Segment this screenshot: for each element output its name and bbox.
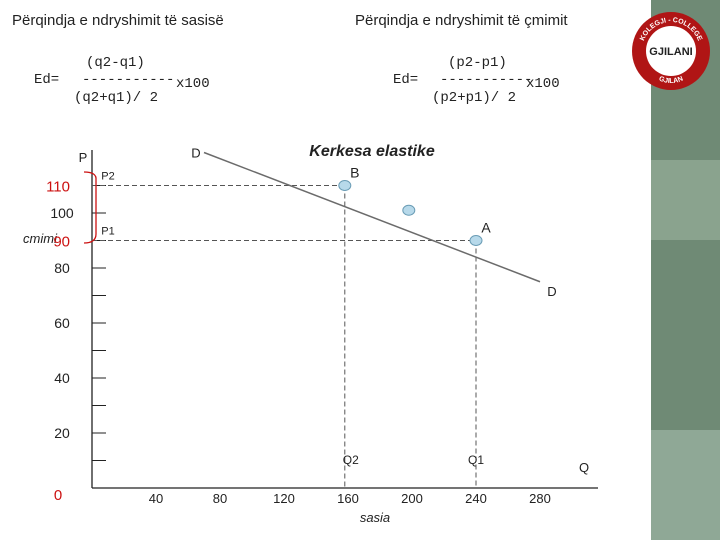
x-tick-label-80: 80 bbox=[213, 491, 227, 506]
side-strip-band-bottom bbox=[651, 430, 720, 540]
data-point-mid bbox=[402, 204, 416, 216]
formula-quantity-denominator: (q2+q1)/ 2 bbox=[74, 90, 159, 106]
x-tick-label-240: 240 bbox=[465, 491, 487, 506]
formula-price-multiplier: x100 bbox=[526, 76, 560, 92]
x-tick-label-40: 40 bbox=[149, 491, 163, 506]
y-tick-label-20: 20 bbox=[54, 425, 70, 441]
quantity-label-q1: Q1 bbox=[468, 453, 484, 467]
formula-price-numerator: (p2-p1) bbox=[448, 55, 507, 71]
heading-price-change: Përqindja e ndryshimit të çmimit bbox=[355, 12, 568, 29]
red-annotation-90: 90 bbox=[53, 234, 70, 251]
demand-curve-label-end: D bbox=[547, 284, 556, 299]
x-tick-label-120: 120 bbox=[273, 491, 295, 506]
data-point-label-b: B bbox=[350, 165, 359, 181]
formula-price-denominator: (p2+p1)/ 2 bbox=[432, 90, 517, 106]
x-tick-label-200: 200 bbox=[401, 491, 423, 506]
side-strip-band-lower bbox=[651, 240, 720, 430]
formula-price-prefix: Ed= bbox=[393, 72, 419, 88]
chart-title: Kerkesa elastike bbox=[309, 143, 435, 160]
y-tick-label-100: 100 bbox=[50, 205, 74, 221]
college-logo-icon: KOLEGJI - COLLEGE GJILAN GJILANI bbox=[632, 12, 710, 90]
svg-text:GJILANI: GJILANI bbox=[649, 46, 692, 58]
y-axis-label: P bbox=[79, 150, 88, 165]
heading-quantity-change: Përqindja e ndryshimit të sasisë bbox=[12, 12, 224, 29]
demand-curve-label-start: D bbox=[191, 146, 200, 161]
formula-quantity-prefix: Ed= bbox=[34, 72, 60, 88]
red-bracket-mark bbox=[83, 171, 97, 244]
svg-text:GJILAN: GJILAN bbox=[658, 75, 684, 85]
quantity-label-q2: Q2 bbox=[343, 453, 359, 467]
demand-curve-line bbox=[203, 151, 541, 283]
red-annotation-origin: 0 bbox=[54, 487, 62, 504]
y-tick-label-40: 40 bbox=[54, 370, 70, 386]
data-point-b bbox=[338, 180, 352, 191]
side-strip-band bbox=[651, 160, 720, 240]
formula-quantity-numerator: (q2-q1) bbox=[86, 55, 145, 71]
x-axis-end-label: Q bbox=[579, 460, 589, 475]
x-axis-label: sasia bbox=[360, 510, 390, 525]
formula-quantity-multiplier: x100 bbox=[176, 76, 210, 92]
y-tick-label-60: 60 bbox=[54, 315, 70, 331]
red-annotation-110: 110 bbox=[46, 179, 70, 196]
formula-price-bar: ----------- bbox=[440, 72, 533, 88]
formula-quantity-bar: ----------- bbox=[82, 72, 175, 88]
data-point-a bbox=[469, 235, 483, 246]
y-axis-extra-label: cmimi bbox=[23, 231, 58, 246]
y-tick-label-80: 80 bbox=[54, 260, 70, 276]
x-tick-label-280: 280 bbox=[529, 491, 551, 506]
data-point-label-a: A bbox=[481, 220, 491, 236]
price-label-p2: P2 bbox=[101, 171, 114, 183]
price-label-p1: P1 bbox=[101, 226, 114, 238]
x-tick-label-160: 160 bbox=[337, 491, 359, 506]
side-decoration-strip bbox=[651, 0, 720, 540]
